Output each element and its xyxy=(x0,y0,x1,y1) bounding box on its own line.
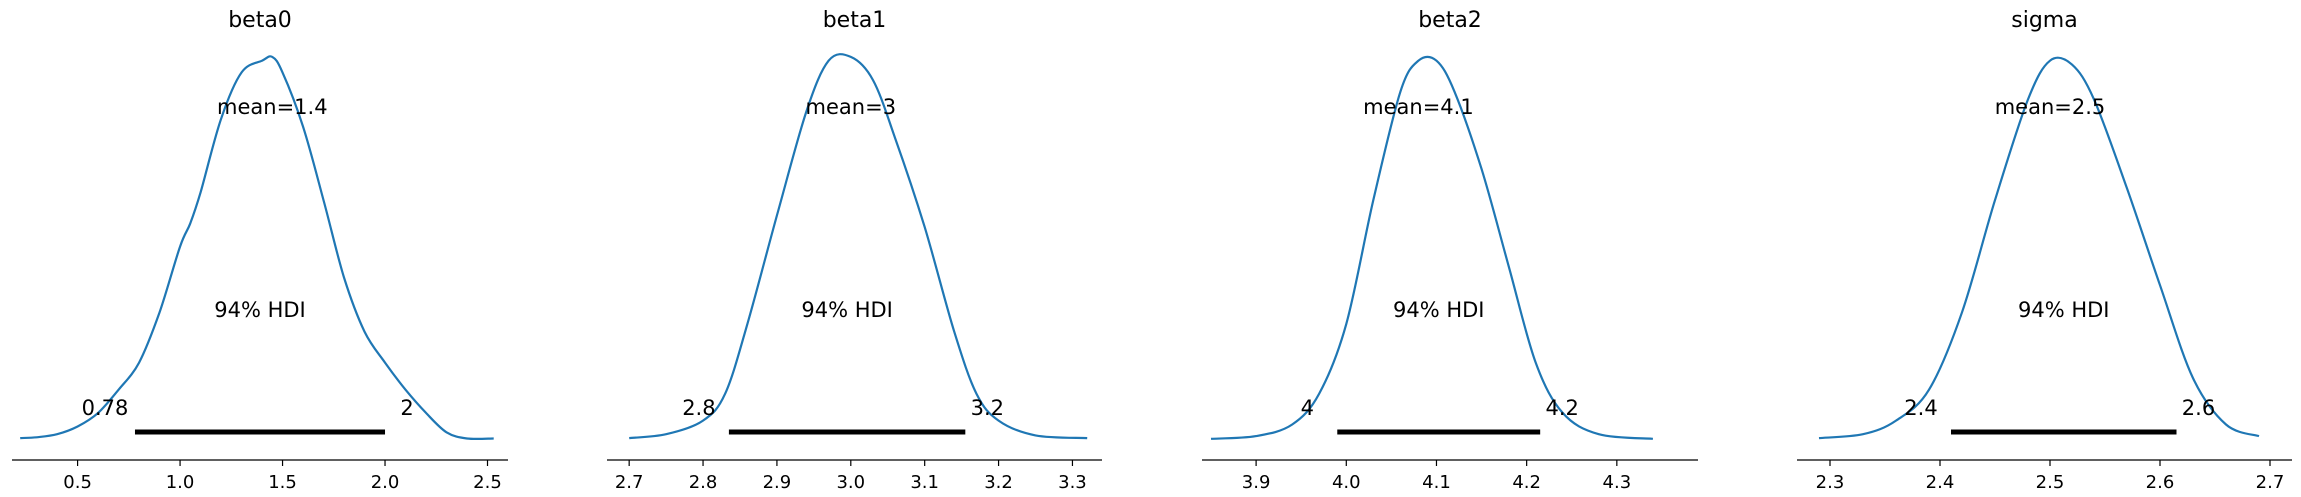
x-tick-label: 4.1 xyxy=(1422,472,1451,493)
x-tick-label: 1.0 xyxy=(166,472,195,493)
hdi-label: 94% HDI xyxy=(801,298,893,322)
x-tick-label: 2.8 xyxy=(689,472,718,493)
panel-title: sigma xyxy=(2011,8,2077,33)
x-tick-label: 2.4 xyxy=(1926,472,1955,493)
x-tick-label: 3.1 xyxy=(910,472,939,493)
panel-title: beta1 xyxy=(823,8,887,33)
x-tick-label: 2.5 xyxy=(473,472,502,493)
panel-beta0: 0.5 1.0 1.5 2.0 2.5 0.78 2 beta0 mean=1.4 94% HDI xyxy=(12,8,508,493)
x-tick-label: 4.2 xyxy=(1512,472,1541,493)
x-tick-label: 2.0 xyxy=(371,472,400,493)
x-tick-label: 2.9 xyxy=(763,472,792,493)
panel-title: beta0 xyxy=(228,8,292,33)
x-tick-label: 2.3 xyxy=(1816,472,1845,493)
panel-title: beta2 xyxy=(1418,8,1482,33)
panel-beta1: 2.7 2.8 2.9 3.0 3.1 3.2 3.3 2.8 3.2 beta1 mean=3 94… xyxy=(607,8,1102,493)
x-tick-label: 3.0 xyxy=(836,472,865,493)
hdi-low-label: 2.4 xyxy=(1904,396,1937,420)
x-tick-label: 2.6 xyxy=(2146,472,2175,493)
hdi-high-label: 2 xyxy=(400,396,413,420)
density-curve xyxy=(1210,55,1653,440)
x-tick-label: 1.5 xyxy=(268,472,297,493)
mean-label: mean=4.1 xyxy=(1363,95,1474,119)
x-tick-label: 2.7 xyxy=(2256,472,2285,493)
panel-beta2: 3.9 4.0 4.1 4.2 4.3 4 4.2 beta2 mean=4.1 94% HDI xyxy=(1202,8,1698,493)
x-tick-label: 4.0 xyxy=(1332,472,1361,493)
mean-label: mean=2.5 xyxy=(1995,95,2106,119)
hdi-label: 94% HDI xyxy=(2018,298,2110,322)
density-curve xyxy=(629,53,1088,440)
mean-label: mean=3 xyxy=(806,95,897,119)
x-tick-label: 4.3 xyxy=(1603,472,1632,493)
x-tick-label: 0.5 xyxy=(63,472,92,493)
hdi-high-label: 4.2 xyxy=(1545,396,1578,420)
x-tick-label: 3.2 xyxy=(984,472,1013,493)
x-tick-label: 2.7 xyxy=(615,472,644,493)
mean-label: mean=1.4 xyxy=(217,95,328,119)
hdi-label: 94% HDI xyxy=(1393,298,1485,322)
hdi-label: 94% HDI xyxy=(214,298,306,322)
hdi-high-label: 2.6 xyxy=(2182,396,2215,420)
hdi-low-label: 0.78 xyxy=(82,396,129,420)
x-tick-label: 2.5 xyxy=(2036,472,2065,493)
density-curve xyxy=(20,55,494,441)
panel-sigma: 2.3 2.4 2.5 2.6 2.7 2.4 2.6 sigma mean=2.5 94% HD… xyxy=(1797,8,2292,493)
density-curve xyxy=(1818,56,2260,440)
x-tick-label: 3.9 xyxy=(1242,472,1271,493)
hdi-low-label: 4 xyxy=(1301,396,1314,420)
hdi-high-label: 3.2 xyxy=(971,396,1004,420)
x-tick-label: 3.3 xyxy=(1058,472,1087,493)
hdi-low-label: 2.8 xyxy=(682,396,715,420)
